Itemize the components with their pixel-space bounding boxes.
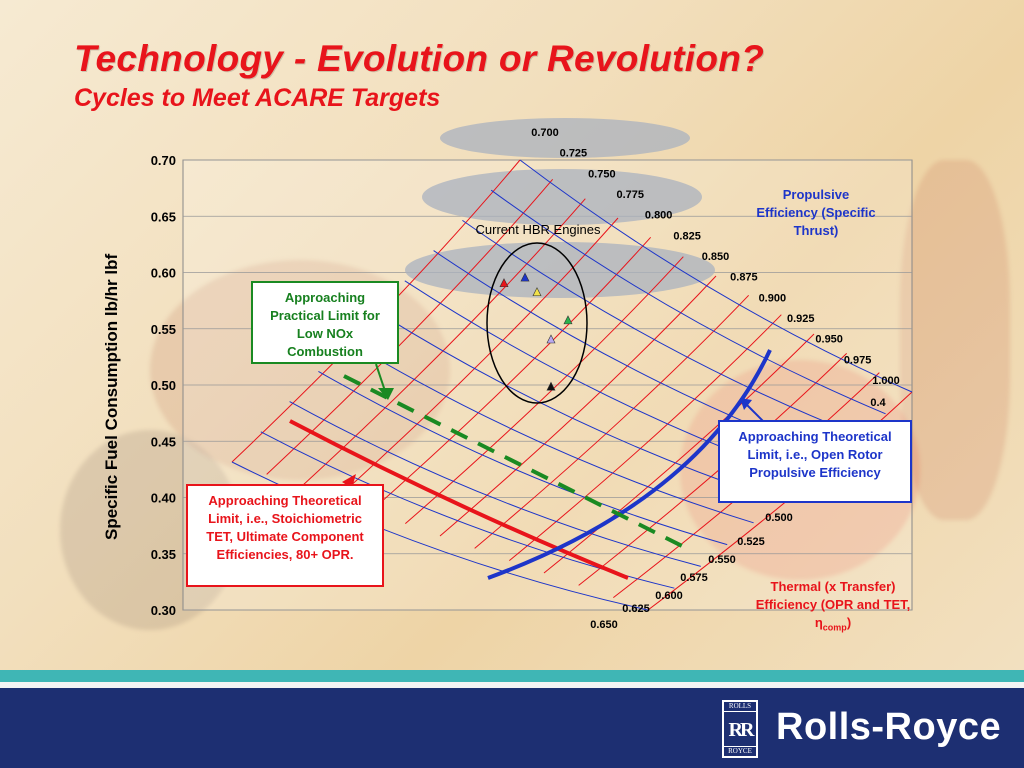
y-tick-label: 0.70 xyxy=(151,153,176,168)
carpet-grid xyxy=(231,159,913,611)
grey-disc-3 xyxy=(405,242,715,298)
thermal-efficiency-label: 0.500 xyxy=(765,512,793,524)
engine-marker xyxy=(563,315,573,325)
thermal-grid-line xyxy=(490,189,886,415)
y-tick-label: 0.35 xyxy=(151,547,176,562)
thermal-grid-line xyxy=(462,219,860,437)
thermal-limit-annotation: Approaching Theoretical Limit, i.e., Sto… xyxy=(186,484,384,587)
y-tick-label: 0.60 xyxy=(151,266,176,281)
y-tick-label: 0.30 xyxy=(151,603,176,618)
thermal-note-suffix: ) xyxy=(846,615,852,630)
slide-subtitle: Cycles to Meet ACARE Targets xyxy=(74,84,441,112)
propulsive-efficiency-label: 0.975 xyxy=(844,354,872,366)
propulsive-grid-line xyxy=(300,198,586,488)
nox-arrow-head xyxy=(378,388,394,400)
y-axis-label: Specific Fuel Consumption lb/hr lbf xyxy=(102,253,121,540)
y-tick-label: 0.45 xyxy=(151,434,176,449)
nox-limit-curve xyxy=(343,374,685,549)
thermal-limit-curve xyxy=(289,419,629,580)
thermal-grid-line xyxy=(289,401,701,567)
propulsive-limit-annotation: Approaching Theoretical Limit, i.e., Ope… xyxy=(718,420,912,503)
propulsive-efficiency-labels: 0.7000.7250.7500.7750.8000.8250.8500.875… xyxy=(531,127,900,387)
thermal-note-prefix: Thermal (x Transfer) Efficiency (OPR and… xyxy=(755,579,911,612)
current-engines-ellipse xyxy=(486,242,588,404)
propulsive-grid-line xyxy=(543,333,815,574)
y-tick-label: 0.40 xyxy=(151,491,176,506)
propulsive-arrow-head xyxy=(740,398,752,410)
thermal-efficiency-label: 0.600 xyxy=(655,590,683,602)
y-tick-label: 0.55 xyxy=(151,322,176,337)
engine-marker xyxy=(546,334,556,344)
thermal-grid-line xyxy=(346,340,754,524)
logo-bottom-text: ROYCE xyxy=(724,746,756,756)
slide-title: Technology - Evolution or Revolution? xyxy=(74,38,765,79)
propulsive-limit-curve xyxy=(487,349,772,580)
thermal-efficiency-label: 0.575 xyxy=(680,572,708,584)
propulsive-efficiency-note: Propulsive Efficiency (Specific Thrust) xyxy=(756,187,876,238)
propulsive-efficiency-label: 0.925 xyxy=(787,313,815,325)
logo-monogram: RR xyxy=(728,719,755,741)
engine-marker xyxy=(546,381,556,391)
y-tick-label: 0.65 xyxy=(151,209,176,224)
propulsive-efficiency-label: 0.900 xyxy=(759,292,787,304)
propulsive-grid-line xyxy=(405,256,684,525)
propulsive-efficiency-label: 0.825 xyxy=(673,230,701,242)
thermal-note-subscript: comp xyxy=(822,622,847,633)
propulsive-efficiency-label: 0.775 xyxy=(616,189,644,201)
propulsive-grid-line xyxy=(474,294,750,549)
thermal-efficiency-label: 0.625 xyxy=(622,603,650,615)
thermal-grid-line xyxy=(519,159,913,393)
propulsive-efficiency-label: 0.725 xyxy=(560,148,588,160)
propulsive-efficiency-label: 1.000 xyxy=(872,375,900,387)
engine-marker xyxy=(532,287,542,297)
rolls-royce-logo-icon: ROLLS RR ROYCE xyxy=(722,700,758,758)
logo-top-text: ROLLS xyxy=(724,702,756,712)
propulsive-grid-line xyxy=(439,275,717,537)
company-wordmark: Rolls-Royce xyxy=(776,706,1002,748)
propulsive-grid-line xyxy=(509,314,782,562)
current-engines-label: Current HBR Engines xyxy=(476,222,601,237)
footer-teal-stripe xyxy=(0,670,1024,682)
propulsive-efficiency-label: 0.850 xyxy=(702,251,730,263)
y-tick-label: 0.50 xyxy=(151,378,176,393)
propulsive-efficiency-label: 0.875 xyxy=(730,272,758,284)
propulsive-efficiency-label: 0.700 xyxy=(531,127,559,139)
background-engine-image-3 xyxy=(900,160,1010,520)
thermal-efficiency-note: Thermal (x Transfer) Efficiency (OPR and… xyxy=(748,578,918,637)
thermal-efficiency-label: 0.525 xyxy=(737,536,765,548)
footer-white-stripe xyxy=(0,682,1024,688)
propulsive-efficiency-label: 0.800 xyxy=(645,210,673,222)
thermal-grid-line xyxy=(318,370,728,546)
thermal-efficiency-label: 0.550 xyxy=(708,554,736,566)
engine-marker xyxy=(499,278,509,288)
engine-markers xyxy=(499,272,573,391)
thermal-efficiency-label: 0.650 xyxy=(590,619,618,631)
sfc-efficiency-chart: 0.70 0.65 0.60 0.55 0.50 0.45 0.40 0.35 0.30 Cur… xyxy=(151,118,913,631)
propulsive-grid-line xyxy=(370,236,652,512)
y-tick-labels: 0.70 0.65 0.60 0.55 0.50 0.45 0.40 0.35 0.30 xyxy=(151,153,176,618)
propulsive-efficiency-label: 0.950 xyxy=(815,334,843,346)
thermal-note-symbol: η xyxy=(814,615,823,630)
propulsive-efficiency-label: 0.750 xyxy=(588,168,616,180)
nox-limit-annotation: Approaching Practical Limit for Low NOx … xyxy=(251,281,399,364)
footer-band xyxy=(0,688,1024,768)
engine-marker xyxy=(520,272,530,282)
grey-disc-1 xyxy=(440,118,690,158)
grey-disc-2 xyxy=(422,169,702,225)
thermal-efficiency-label: 0.4 xyxy=(870,397,886,409)
